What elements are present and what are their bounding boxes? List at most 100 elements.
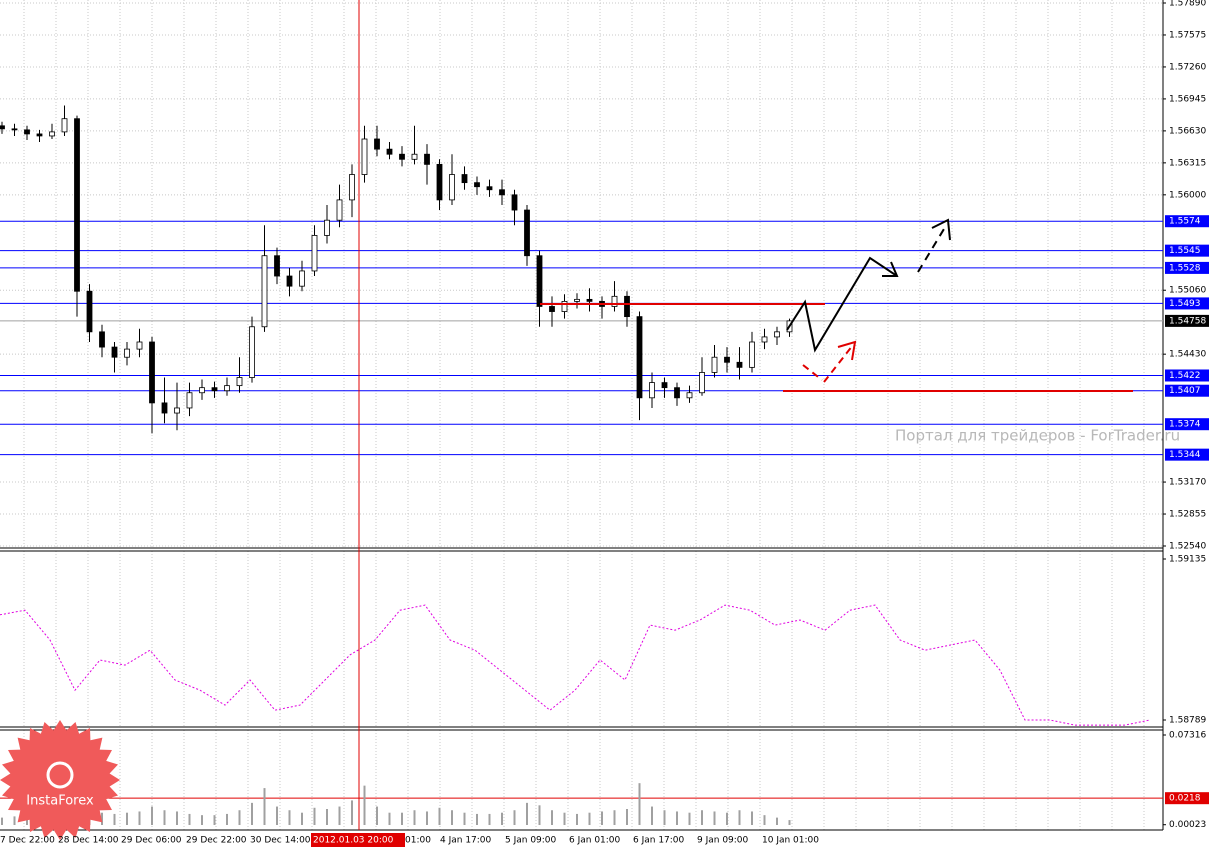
volume-bar (613, 810, 616, 825)
volume-bar (376, 806, 378, 825)
volume-bar (126, 812, 128, 825)
volume-bar (788, 820, 791, 825)
x-tick-label: 9 Jan 09:00 (697, 836, 749, 846)
x-tick-label: 30 Dec 14:00 (250, 836, 311, 846)
logo-badge (0, 720, 120, 840)
level-label: 1.5574 (1169, 217, 1201, 227)
level-label: 1.5344 (1169, 450, 1201, 460)
candle-body (499, 189, 505, 196)
y-tick-label: 1.52540 (1169, 542, 1206, 552)
volume-bar (751, 811, 753, 825)
candle-body (449, 174, 455, 201)
candle-body (586, 298, 593, 302)
y-tick-label: 1.56315 (1169, 158, 1206, 168)
logo-text: InstaForex (26, 794, 94, 809)
volume-bar (113, 813, 116, 825)
candle-body (361, 138, 368, 175)
candle-body (286, 275, 293, 287)
volume-bar (251, 802, 253, 825)
volume-bar (451, 810, 453, 825)
volume-bar (713, 811, 716, 825)
candle-body (199, 387, 205, 394)
level-label: 1.5374 (1169, 420, 1201, 430)
volume-bar (263, 788, 266, 825)
candle-body (349, 174, 355, 201)
y-tick-label: 1.57260 (1169, 62, 1206, 72)
volume-bar (501, 812, 503, 825)
level-label: 1.5493 (1169, 299, 1201, 309)
volume-bar (163, 810, 166, 825)
volume-bar (776, 817, 778, 825)
volume-bar (388, 812, 391, 825)
volume-bar (26, 817, 28, 825)
candle-body (611, 295, 618, 307)
candle-body (411, 153, 418, 160)
y-tick-label: 1.54430 (1169, 350, 1206, 360)
volume-bar (563, 812, 566, 825)
candle-body (561, 300, 568, 312)
candle-body (461, 174, 468, 184)
volume-bar (663, 810, 666, 825)
volume-bar (238, 810, 241, 825)
volume-bar (1, 817, 3, 825)
volume-bar (488, 813, 491, 825)
y-tick-label: 1.53170 (1169, 478, 1206, 488)
candle-body (186, 392, 193, 409)
logo-icon (46, 761, 74, 789)
y-tick-label: 1.52855 (1169, 510, 1206, 520)
volume-bar (338, 806, 341, 825)
level-label-box (1165, 215, 1209, 228)
candle-body (74, 118, 80, 292)
candle-body (399, 153, 405, 160)
candle-body (761, 336, 768, 343)
candle-body (699, 372, 705, 394)
arrow-head (837, 340, 857, 361)
x-tick-label: 6 Jan 17:00 (633, 836, 685, 846)
level-label-box (1165, 448, 1209, 461)
level-label-box (1165, 369, 1209, 382)
level-label: 1.5545 (1169, 246, 1201, 256)
volume-bar (101, 812, 103, 825)
volume-bar (738, 810, 741, 825)
candle-body (436, 163, 443, 201)
volume-bar (638, 783, 641, 825)
volume-bar (351, 800, 353, 825)
candle-body (649, 382, 655, 399)
volume-bar (363, 785, 366, 825)
y-tick-label: 1.56945 (1169, 94, 1206, 104)
volume-bar (676, 811, 678, 825)
volume-bar (463, 812, 466, 825)
candle-body (86, 290, 93, 333)
candle-body (136, 341, 143, 350)
volume-bar (438, 807, 441, 825)
volume-bar (651, 806, 653, 825)
y-tick-label: 0.00023 (1169, 820, 1206, 830)
candle-body (249, 326, 255, 378)
x-tick-label: 7 Dec 22:00 (0, 836, 55, 846)
candle-body (111, 346, 118, 358)
y-tick-label: 1.59135 (1169, 555, 1206, 565)
crosshair-time-box (311, 833, 405, 847)
candle-body (174, 407, 180, 414)
volume-bar (13, 816, 16, 825)
indicator-line (0, 604, 1151, 726)
volume-bar (401, 812, 403, 825)
candle-body (236, 377, 243, 387)
volume-bar (188, 813, 191, 825)
x-tick-label: 10 Jan 01:00 (762, 836, 819, 846)
volume-bar (226, 813, 228, 825)
volume-bar (138, 811, 141, 825)
candle-body (274, 255, 280, 277)
level-label: 1.5422 (1169, 371, 1201, 381)
candle-body (486, 186, 493, 191)
candle-body (724, 356, 730, 363)
x-tick-label: 29 Dec 22:00 (186, 836, 247, 846)
candle-body (161, 402, 168, 414)
level-label: 1.5407 (1169, 386, 1201, 396)
volume-bar (526, 802, 528, 825)
volume-bar (413, 810, 416, 825)
y-tick-label: 1.57575 (1169, 30, 1206, 40)
volume-level-box (1165, 792, 1209, 805)
current-price-label: 1.54758 (1169, 316, 1206, 326)
candle-body (224, 385, 230, 392)
